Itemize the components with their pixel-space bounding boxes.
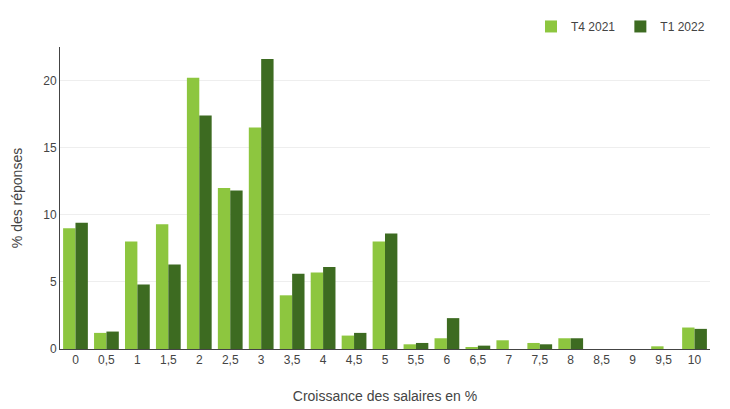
svg-text:1,5: 1,5: [160, 353, 177, 367]
svg-text:9: 9: [629, 353, 636, 367]
svg-text:7: 7: [505, 353, 512, 367]
svg-text:10: 10: [688, 353, 702, 367]
svg-text:T1 2022: T1 2022: [660, 20, 704, 34]
svg-text:% des réponses: % des réponses: [9, 148, 25, 248]
svg-text:10: 10: [43, 208, 57, 222]
svg-text:0: 0: [72, 353, 79, 367]
svg-text:4: 4: [320, 353, 327, 367]
svg-text:2: 2: [196, 353, 203, 367]
svg-text:5: 5: [382, 353, 389, 367]
svg-text:7,5: 7,5: [531, 353, 548, 367]
svg-text:Croissance des salaires en %: Croissance des salaires en %: [293, 388, 477, 404]
svg-text:0,5: 0,5: [98, 353, 115, 367]
svg-text:5,5: 5,5: [408, 353, 425, 367]
svg-text:1: 1: [134, 353, 141, 367]
svg-text:3: 3: [258, 353, 265, 367]
svg-text:6: 6: [444, 353, 451, 367]
svg-text:9,5: 9,5: [655, 353, 672, 367]
svg-text:3,5: 3,5: [284, 353, 301, 367]
svg-text:8,5: 8,5: [593, 353, 610, 367]
svg-text:20: 20: [43, 74, 57, 88]
svg-text:15: 15: [43, 141, 57, 155]
svg-text:4,5: 4,5: [346, 353, 363, 367]
svg-text:0: 0: [50, 342, 57, 356]
svg-text:6,5: 6,5: [470, 353, 487, 367]
svg-text:2,5: 2,5: [222, 353, 239, 367]
svg-text:5: 5: [50, 275, 57, 289]
svg-text:T4 2021: T4 2021: [571, 20, 615, 34]
svg-text:8: 8: [567, 353, 574, 367]
